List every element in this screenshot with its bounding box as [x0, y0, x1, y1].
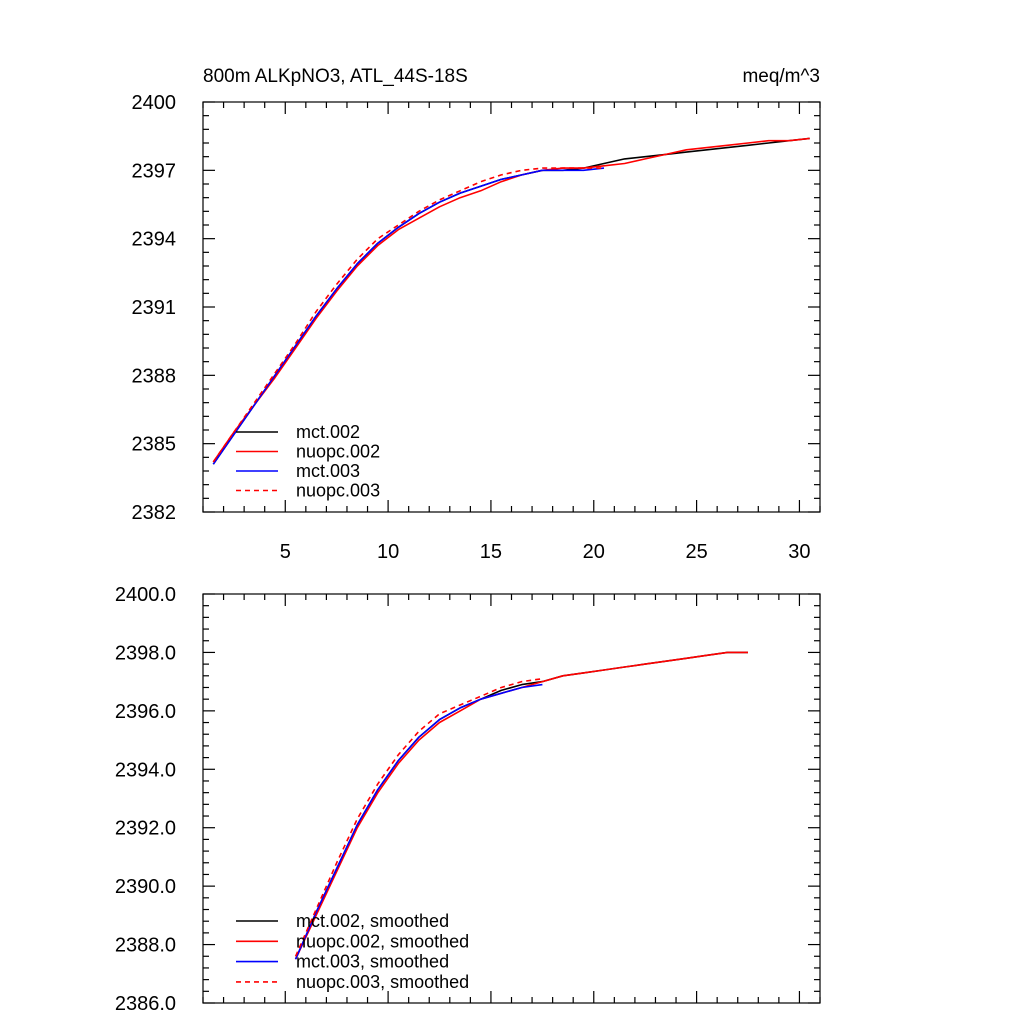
series-line [294, 683, 543, 960]
chart-title: 800m ALKpNO3, ATL_44S-18S [203, 66, 468, 87]
legend-label: nuopc.003 [296, 481, 380, 501]
legend-label: mct.002, smoothed [296, 911, 449, 931]
y-tick-label: 2388.0 [115, 935, 176, 957]
series-line [212, 137, 810, 463]
y-tick-label: 2388 [132, 365, 177, 387]
bottom-panel: 2386.0 2388.0 2390.0 2392.0 2394.0 2396.0 2398… [115, 584, 821, 1015]
x-tick-label: 25 [685, 541, 707, 563]
y-tick-label: 2392.0 [115, 818, 176, 840]
y-tick-label: 2385 [132, 434, 177, 456]
top-panel: 800m ALKpNO3, ATL_44S-18S meq/m^3 2382 23… [132, 66, 821, 563]
y-tick-label: 2397 [132, 160, 177, 182]
y-tick-label: 2396.0 [115, 701, 176, 723]
legend-label: mct.003 [296, 461, 360, 481]
y-tick-label: 2398.0 [115, 642, 176, 664]
y-tick-label: 2390.0 [115, 876, 176, 898]
legend-label: nuopc.003, smoothed [296, 972, 469, 992]
x-tick-label: 30 [788, 541, 810, 563]
y-tick-label: 2394.0 [115, 759, 176, 781]
legend-label: mct.002 [296, 422, 360, 442]
x-tick-label: 10 [377, 541, 399, 563]
y-tick-label: 2400.0 [115, 584, 176, 606]
series-line [212, 137, 810, 465]
legend-label: nuopc.002, smoothed [296, 931, 469, 951]
x-tick-label: 15 [480, 541, 502, 563]
y-tick-label: 2386.0 [115, 993, 176, 1015]
series-line [212, 167, 605, 465]
y-tick-label: 2382 [132, 502, 177, 524]
series-line [212, 167, 604, 463]
x-tick-label: 20 [583, 541, 605, 563]
x-tick-label: 5 [280, 541, 291, 563]
y-tick-label: 2394 [132, 229, 177, 251]
y-tick-label: 2400 [132, 92, 177, 114]
legend-label: mct.003, smoothed [296, 952, 449, 972]
y-tick-label: 2391 [132, 297, 177, 319]
legend-label: nuopc.002 [296, 442, 380, 462]
units-label: meq/m^3 [742, 66, 820, 87]
series-line [294, 677, 543, 957]
